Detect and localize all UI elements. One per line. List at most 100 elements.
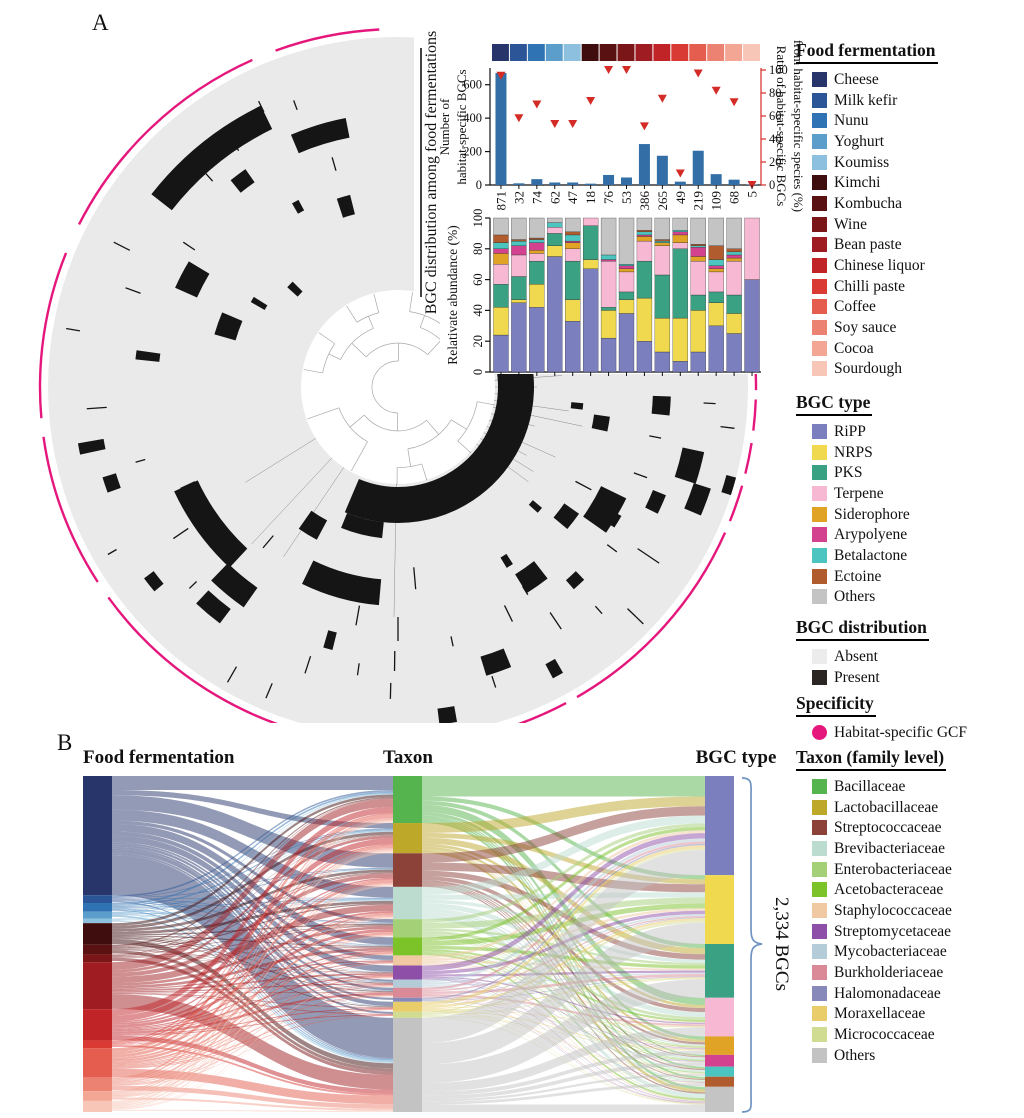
stack-segment bbox=[565, 321, 581, 373]
color-swatch-icon bbox=[812, 861, 827, 877]
stack-segment bbox=[511, 217, 527, 240]
panel-a-circular-plot: A BGC distribution among food fermentatio… bbox=[38, 10, 806, 723]
stack-segment bbox=[511, 245, 527, 256]
legend-item: RiPP bbox=[794, 421, 1022, 442]
sankey-link bbox=[112, 916, 393, 1096]
bar bbox=[513, 183, 525, 185]
sankey-link bbox=[422, 970, 705, 977]
sankey-node bbox=[83, 962, 112, 1010]
stack-segment bbox=[529, 217, 545, 239]
stack-segment bbox=[565, 299, 581, 322]
food-color-strip-cell bbox=[743, 44, 760, 61]
stack-segment bbox=[726, 248, 742, 253]
legend-item-label: Habitat-specific GCF bbox=[834, 723, 968, 741]
legend-item-label: Present bbox=[834, 668, 880, 686]
color-swatch-icon bbox=[812, 216, 827, 232]
legend-title-taxon: Taxon (family level) bbox=[796, 747, 947, 771]
sankey-node-column-food bbox=[83, 776, 112, 1112]
sankey-link bbox=[112, 897, 393, 899]
stack-segment bbox=[708, 217, 724, 246]
stack-segment bbox=[493, 242, 509, 249]
sankey-link bbox=[112, 869, 393, 932]
stack-segment bbox=[726, 257, 742, 262]
sankey-link bbox=[422, 1010, 705, 1084]
stack-segment bbox=[547, 256, 563, 373]
sankey-link bbox=[112, 873, 393, 977]
stack-segment bbox=[582, 268, 599, 373]
stack-segment bbox=[690, 351, 706, 373]
habitat-specific-arc bbox=[38, 252, 68, 419]
ratio-marker bbox=[622, 66, 631, 74]
sankey-link bbox=[112, 814, 393, 1052]
stack-segment bbox=[726, 313, 742, 334]
sankey-node bbox=[83, 918, 112, 924]
color-swatch-icon bbox=[812, 444, 827, 460]
sankey-link bbox=[422, 963, 705, 1049]
svg-text:49: 49 bbox=[673, 191, 688, 204]
panel-b-sankey-diagram: B Food fermentation Taxon BGC type 2,334 BGC… bbox=[57, 730, 792, 1113]
sankey-link bbox=[422, 826, 705, 941]
sankey-link bbox=[112, 936, 393, 1109]
sankey-link bbox=[112, 838, 393, 1022]
sankey-link bbox=[422, 804, 705, 1006]
legend-item: Kombucha bbox=[794, 193, 1022, 214]
sankey-node bbox=[705, 875, 734, 944]
stack-segment bbox=[493, 248, 509, 254]
stack-segment bbox=[618, 217, 635, 265]
sankey-link bbox=[422, 850, 705, 1093]
sankey-link bbox=[422, 1027, 705, 1092]
stack-segment bbox=[672, 242, 688, 249]
stack-segment bbox=[600, 260, 617, 308]
stack-segment bbox=[511, 276, 527, 300]
food-color-strip-cell bbox=[707, 44, 725, 61]
stack-segment bbox=[547, 233, 563, 246]
color-swatch-icon bbox=[812, 237, 827, 253]
legend-item: Kimchi bbox=[794, 172, 1022, 193]
sankey-link bbox=[112, 845, 393, 1055]
ratio-marker bbox=[711, 86, 721, 95]
stack-segment bbox=[690, 244, 706, 246]
sankey-node-column-bgc_type bbox=[705, 776, 734, 1112]
sankey-link bbox=[422, 930, 705, 1020]
legend-item-label: PKS bbox=[834, 464, 863, 482]
svg-text:265: 265 bbox=[655, 191, 670, 211]
sankey-link bbox=[112, 977, 393, 1110]
stack-segment bbox=[708, 271, 724, 293]
svg-text:100: 100 bbox=[471, 209, 485, 228]
legend-item-label: Lactobacillaceae bbox=[834, 798, 939, 816]
legend-item-label: Ectoine bbox=[834, 567, 882, 585]
stack-segment bbox=[672, 317, 688, 362]
relative-abundance-stacked-chart: 0 20 40 60 80 100 Relativate abundance (%) bbox=[445, 209, 761, 376]
sankey-link bbox=[112, 974, 393, 1032]
food-color-strip-cell bbox=[635, 44, 653, 61]
stack-segment bbox=[636, 230, 653, 233]
stack-segment bbox=[529, 307, 545, 373]
sankey-link bbox=[112, 1015, 393, 1069]
legend-item-label: Streptococcaceae bbox=[834, 819, 942, 837]
svg-text:0: 0 bbox=[769, 178, 775, 192]
stack-segment bbox=[726, 333, 742, 373]
sankey-node bbox=[393, 776, 422, 824]
sankey-link bbox=[112, 994, 393, 1068]
habitat-specific-arc bbox=[752, 399, 757, 431]
sankey-link bbox=[422, 1015, 705, 1028]
stack-segment bbox=[708, 325, 724, 373]
stack-segment bbox=[600, 337, 617, 373]
legend-item-label: Sourdough bbox=[834, 360, 903, 378]
food-color-strip-cell bbox=[563, 44, 581, 61]
sankey-link bbox=[422, 1050, 705, 1096]
sankey-link bbox=[422, 897, 705, 929]
svg-text:40: 40 bbox=[471, 304, 485, 317]
color-swatch-icon bbox=[812, 278, 827, 294]
color-swatch-icon bbox=[812, 840, 827, 856]
sankey-link bbox=[112, 909, 393, 1061]
sankey-link bbox=[422, 833, 705, 971]
svg-text:74: 74 bbox=[529, 191, 544, 205]
sankey-link bbox=[112, 1035, 393, 1095]
sankey-link bbox=[422, 908, 705, 1046]
sankey-link bbox=[112, 1109, 393, 1112]
food-color-strip-cell bbox=[581, 44, 599, 61]
sankey-link bbox=[112, 793, 393, 919]
bar bbox=[638, 144, 650, 185]
legend-item: Others bbox=[794, 1045, 1022, 1066]
